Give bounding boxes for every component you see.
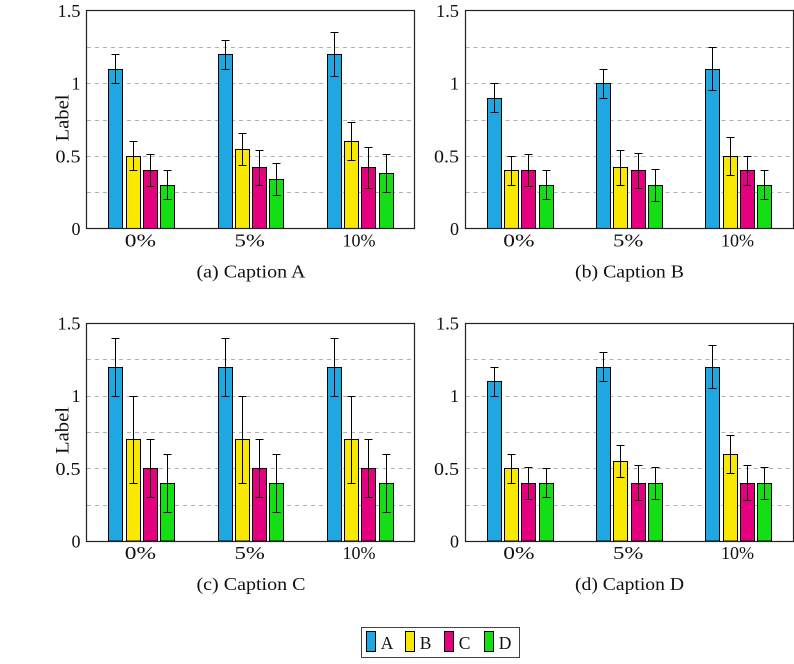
svg-text:0.5: 0.5 <box>434 459 459 479</box>
svg-text:(a) Caption A: (a) Caption A <box>197 262 306 283</box>
svg-text:1.5: 1.5 <box>436 1 459 21</box>
svg-text:10%: 10% <box>721 543 754 563</box>
svg-text:1: 1 <box>450 74 459 94</box>
svg-text:0: 0 <box>72 532 81 552</box>
svg-text:0%: 0% <box>125 231 156 251</box>
svg-text:10%: 10% <box>343 543 376 563</box>
svg-text:1: 1 <box>72 74 81 94</box>
svg-text:0: 0 <box>450 532 459 552</box>
svg-text:5%: 5% <box>235 231 265 251</box>
svg-text:0%: 0% <box>503 231 534 251</box>
svg-text:0%: 0% <box>125 543 156 563</box>
svg-text:D: D <box>499 633 512 653</box>
svg-text:(b) Caption B: (b) Caption B <box>575 262 684 283</box>
svg-text:5%: 5% <box>235 543 265 563</box>
svg-text:0.5: 0.5 <box>56 146 81 166</box>
svg-text:1.5: 1.5 <box>436 314 459 334</box>
svg-text:C: C <box>459 633 471 653</box>
svg-text:1.5: 1.5 <box>58 314 81 334</box>
svg-text:0: 0 <box>72 219 81 239</box>
svg-text:Label: Label <box>53 407 74 454</box>
svg-text:A: A <box>381 633 394 653</box>
svg-text:5%: 5% <box>613 231 643 251</box>
svg-text:(d) Caption D: (d) Caption D <box>575 574 684 595</box>
svg-text:5%: 5% <box>613 543 643 563</box>
svg-text:0.5: 0.5 <box>434 146 459 166</box>
svg-text:1: 1 <box>72 386 81 406</box>
svg-text:Label: Label <box>53 95 74 142</box>
svg-text:0%: 0% <box>503 543 534 563</box>
svg-text:0.5: 0.5 <box>56 459 81 479</box>
svg-text:1.5: 1.5 <box>58 1 81 21</box>
svg-text:10%: 10% <box>343 231 376 251</box>
svg-text:0: 0 <box>450 219 459 239</box>
svg-text:(c) Caption C: (c) Caption C <box>197 574 306 595</box>
svg-text:1: 1 <box>450 386 459 406</box>
svg-text:B: B <box>420 633 432 653</box>
svg-text:10%: 10% <box>721 231 754 251</box>
